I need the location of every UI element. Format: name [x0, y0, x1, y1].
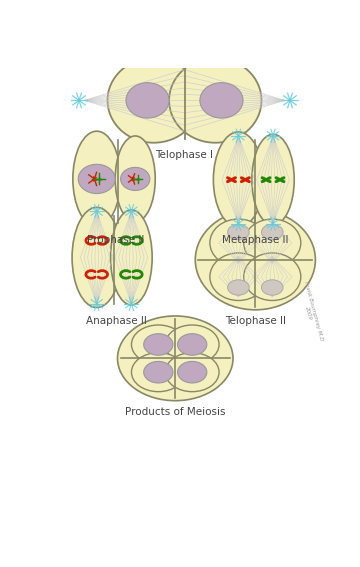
Ellipse shape — [169, 58, 261, 143]
Ellipse shape — [165, 353, 219, 392]
Ellipse shape — [195, 210, 315, 310]
Ellipse shape — [115, 136, 155, 222]
Ellipse shape — [121, 167, 150, 191]
Ellipse shape — [72, 208, 121, 307]
Ellipse shape — [131, 353, 185, 392]
Ellipse shape — [200, 83, 243, 118]
Ellipse shape — [78, 164, 115, 193]
Ellipse shape — [111, 210, 152, 305]
Text: Telophase I: Telophase I — [156, 150, 213, 160]
Ellipse shape — [126, 83, 169, 118]
Ellipse shape — [117, 316, 233, 401]
Ellipse shape — [177, 361, 207, 383]
Text: Frank Boumphrey M.D
2009: Frank Boumphrey M.D 2009 — [298, 281, 324, 343]
Ellipse shape — [144, 361, 173, 383]
Ellipse shape — [131, 325, 185, 364]
Ellipse shape — [261, 225, 283, 240]
Ellipse shape — [244, 253, 301, 301]
Ellipse shape — [144, 334, 173, 356]
Text: Products of Meiosis: Products of Meiosis — [125, 407, 225, 417]
Ellipse shape — [108, 58, 200, 143]
Ellipse shape — [228, 280, 249, 295]
Ellipse shape — [213, 132, 264, 227]
Ellipse shape — [261, 280, 283, 295]
Text: Metaphase II: Metaphase II — [222, 235, 289, 245]
Text: Anaphase II: Anaphase II — [86, 316, 147, 326]
Ellipse shape — [244, 219, 301, 266]
Ellipse shape — [73, 131, 121, 227]
Text: Prophase II: Prophase II — [87, 235, 145, 245]
Ellipse shape — [177, 334, 207, 356]
Ellipse shape — [165, 325, 219, 364]
Ellipse shape — [228, 225, 249, 240]
Ellipse shape — [252, 134, 294, 225]
Text: Telophase II: Telophase II — [225, 316, 286, 326]
Ellipse shape — [210, 219, 267, 266]
Ellipse shape — [210, 253, 267, 301]
